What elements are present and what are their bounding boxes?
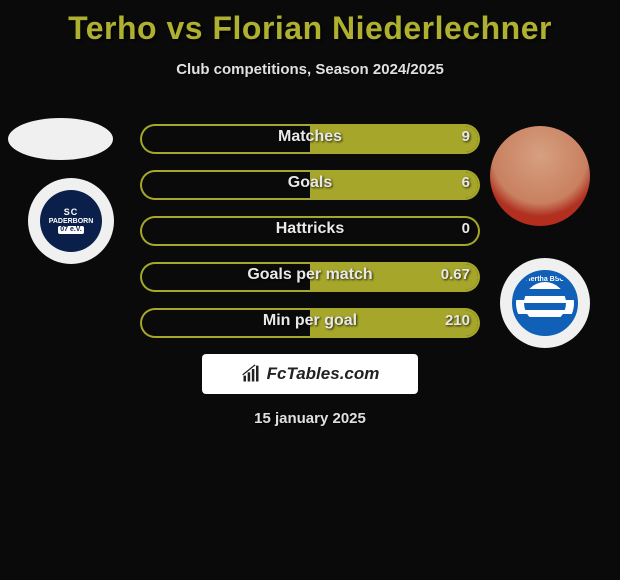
- stat-row: Goals6: [0, 166, 620, 212]
- stat-fill-right: [310, 310, 478, 336]
- fctables-label: FcTables.com: [267, 364, 380, 384]
- stat-bar-left: [140, 124, 310, 154]
- stat-bar-right: [310, 262, 480, 292]
- stat-fill-right: [310, 172, 478, 198]
- stat-fill-right: [310, 126, 478, 152]
- stat-bar-left: [140, 170, 310, 200]
- date-text: 15 january 2025: [0, 410, 620, 427]
- bar-chart-icon: [241, 364, 261, 384]
- stat-row: Matches9: [0, 120, 620, 166]
- fctables-attribution[interactable]: FcTables.com: [202, 354, 418, 394]
- stat-row: Hattricks0: [0, 212, 620, 258]
- stat-row: Min per goal210: [0, 304, 620, 350]
- subtitle: Club competitions, Season 2024/2025: [0, 61, 620, 78]
- stats-area: Matches9Goals6Hattricks0Goals per match0…: [0, 120, 620, 350]
- stat-bar-right: [310, 170, 480, 200]
- stat-bar-right: [310, 216, 480, 246]
- stat-bar-left: [140, 216, 310, 246]
- stat-bar-left: [140, 308, 310, 338]
- stat-row: Goals per match0.67: [0, 258, 620, 304]
- stat-bar-right: [310, 308, 480, 338]
- page-title: Terho vs Florian Niederlechner: [0, 0, 620, 47]
- stat-bar-right: [310, 124, 480, 154]
- stat-bar-left: [140, 262, 310, 292]
- stat-fill-right: [310, 264, 478, 290]
